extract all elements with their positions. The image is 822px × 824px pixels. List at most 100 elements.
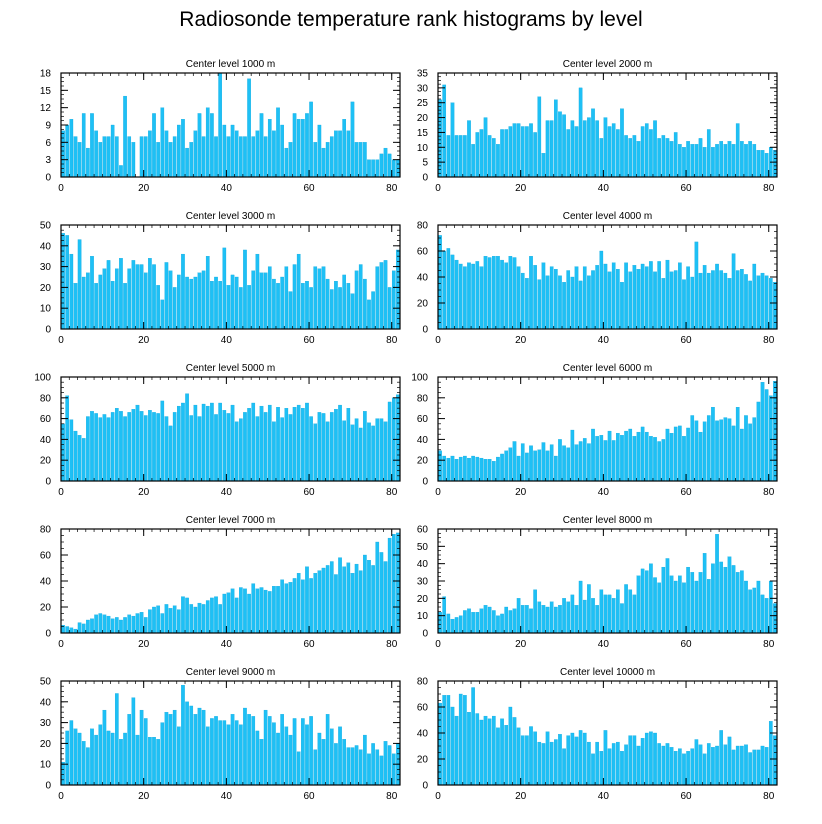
x-tick-label: 60 <box>303 183 315 194</box>
bar <box>259 113 264 178</box>
bar <box>516 455 521 482</box>
bar <box>280 417 284 482</box>
bar <box>276 586 280 634</box>
bar <box>301 579 305 634</box>
bar <box>280 579 284 634</box>
bar <box>558 275 562 330</box>
bar <box>148 410 152 482</box>
y-tick-label: 40 <box>40 577 52 588</box>
bar <box>578 280 583 330</box>
bar <box>582 438 587 482</box>
y-tick-label: 18 <box>40 69 52 80</box>
bar <box>467 120 471 178</box>
bar <box>114 693 119 786</box>
bar <box>773 282 777 330</box>
bar <box>329 728 334 786</box>
bar <box>632 436 637 482</box>
bar <box>661 566 666 634</box>
bar <box>321 413 326 482</box>
bar <box>267 591 272 634</box>
bar <box>375 418 380 482</box>
x-tick-label: 80 <box>763 183 775 194</box>
bar <box>512 123 517 178</box>
bar <box>653 437 657 482</box>
bar <box>214 716 218 786</box>
bar <box>284 408 289 482</box>
x-tick-label: 40 <box>221 183 233 194</box>
y-tick-label: 10 <box>40 760 52 771</box>
bar <box>81 623 86 634</box>
bar <box>479 608 484 634</box>
bar <box>715 263 719 330</box>
bar <box>135 404 140 482</box>
bar <box>218 281 222 330</box>
bar <box>243 707 247 786</box>
y-tick-label: 20 <box>417 594 429 605</box>
bar <box>574 736 579 786</box>
bar <box>607 126 612 178</box>
bar <box>131 260 136 330</box>
bar <box>582 266 587 330</box>
y-tick-label: 0 <box>45 173 51 184</box>
bar <box>102 414 107 482</box>
bar <box>201 403 206 482</box>
bar <box>669 747 674 786</box>
x-tick-label: 20 <box>515 335 527 346</box>
bar <box>678 262 682 330</box>
bar <box>545 275 550 330</box>
bar <box>255 730 260 786</box>
bar <box>181 253 185 330</box>
bar <box>516 123 521 178</box>
x-tick-label: 40 <box>598 335 610 346</box>
bar <box>342 119 347 178</box>
bar <box>98 613 103 634</box>
bar <box>723 566 728 634</box>
x-tick-label: 60 <box>680 791 692 802</box>
y-tick-label: 0 <box>45 629 51 640</box>
x-tick-label: 40 <box>598 791 610 802</box>
bar <box>230 124 235 178</box>
bar <box>379 552 384 634</box>
bar <box>226 592 231 634</box>
bar <box>649 129 653 178</box>
bar <box>358 570 363 634</box>
panel-title: Center level 6000 m <box>563 363 653 374</box>
bar <box>649 261 653 330</box>
bar <box>272 278 276 330</box>
bar <box>346 130 351 178</box>
bar <box>616 589 620 634</box>
bar <box>711 563 715 634</box>
bar <box>205 256 210 330</box>
bar <box>160 107 165 178</box>
bar <box>665 259 670 330</box>
bar <box>582 120 587 178</box>
bar <box>288 142 293 178</box>
bar <box>350 424 355 482</box>
bar <box>458 456 463 482</box>
bar <box>391 159 396 178</box>
bar <box>438 99 442 178</box>
bar <box>599 589 604 634</box>
bar <box>156 142 160 178</box>
bar <box>678 748 682 786</box>
bar <box>591 270 595 330</box>
bar <box>698 572 703 634</box>
bar <box>86 619 90 634</box>
bar <box>768 580 773 634</box>
y-tick-label: 50 <box>40 221 52 232</box>
bar <box>578 580 583 634</box>
x-tick-label: 20 <box>138 335 150 346</box>
bar <box>255 253 260 330</box>
bar <box>267 266 272 330</box>
bar <box>537 449 542 482</box>
bar <box>387 287 392 330</box>
panel-title: Center level 7000 m <box>186 515 276 526</box>
bar <box>346 283 351 330</box>
bar <box>520 272 525 330</box>
bar <box>471 455 475 482</box>
bar <box>587 443 591 482</box>
bar <box>533 731 537 786</box>
bar <box>267 404 272 482</box>
bar <box>168 270 173 330</box>
bar <box>744 744 748 786</box>
